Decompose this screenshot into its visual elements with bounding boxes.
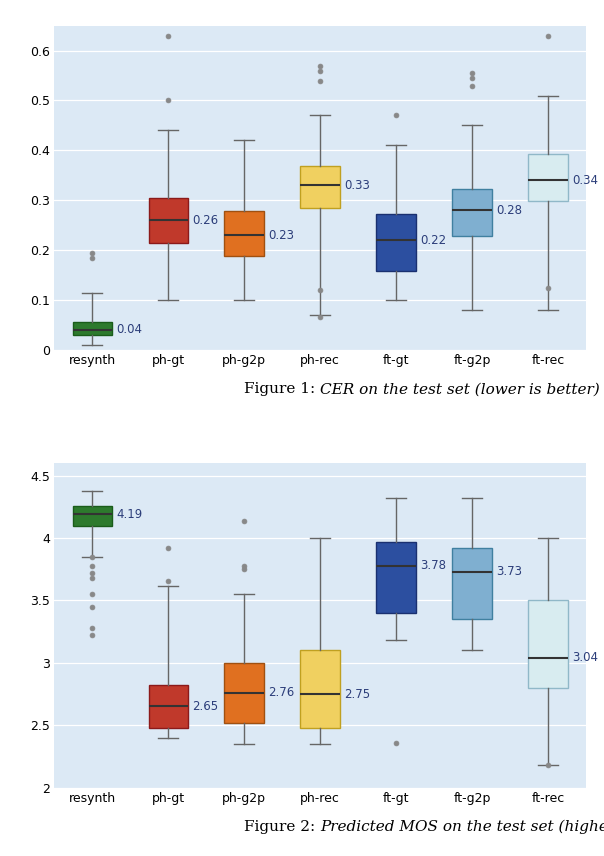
PathPatch shape: [225, 663, 264, 722]
PathPatch shape: [452, 189, 492, 236]
Text: 0.34: 0.34: [572, 174, 598, 187]
Text: 3.73: 3.73: [496, 565, 522, 579]
Text: 4.19: 4.19: [117, 508, 143, 521]
PathPatch shape: [376, 214, 416, 271]
PathPatch shape: [225, 211, 264, 256]
Text: 0.28: 0.28: [496, 204, 522, 217]
Text: 0.23: 0.23: [269, 229, 295, 241]
PathPatch shape: [452, 548, 492, 619]
Text: Figure 1:: Figure 1:: [244, 383, 320, 396]
Text: 3.78: 3.78: [420, 559, 446, 572]
Text: 0.04: 0.04: [117, 324, 143, 336]
PathPatch shape: [376, 542, 416, 613]
Text: Figure 2:: Figure 2:: [244, 820, 320, 834]
PathPatch shape: [300, 651, 340, 728]
Text: 2.75: 2.75: [344, 687, 370, 700]
Text: Figure 2: Predicted MOS on the test set (higher is better): Figure 2: Predicted MOS on the test set …: [0, 855, 1, 856]
Text: 2.65: 2.65: [193, 700, 219, 713]
Text: Predicted MOS on the test set (higher is better): Predicted MOS on the test set (higher is…: [320, 820, 604, 835]
PathPatch shape: [149, 686, 188, 728]
Text: 3.04: 3.04: [572, 651, 598, 664]
Text: 0.33: 0.33: [344, 179, 370, 192]
PathPatch shape: [72, 506, 112, 526]
Text: 2.76: 2.76: [269, 687, 295, 699]
PathPatch shape: [149, 198, 188, 242]
Text: 0.26: 0.26: [193, 214, 219, 227]
PathPatch shape: [72, 323, 112, 335]
Text: 0.22: 0.22: [420, 234, 446, 247]
PathPatch shape: [300, 166, 340, 208]
Text: Figure 1: CER on the test set (lower is better): Figure 1: CER on the test set (lower is …: [0, 855, 1, 856]
Text: CER on the test set (lower is better): CER on the test set (lower is better): [320, 383, 600, 396]
PathPatch shape: [528, 601, 568, 687]
PathPatch shape: [528, 154, 568, 201]
